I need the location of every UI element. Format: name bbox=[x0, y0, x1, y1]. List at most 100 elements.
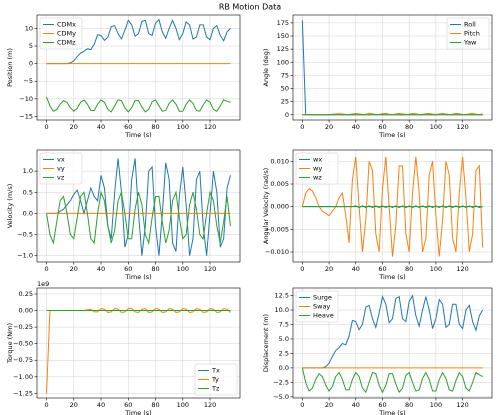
x-tick-label: 40 bbox=[352, 265, 360, 273]
y-tick-label: 0.000 bbox=[270, 203, 289, 211]
axes-frame bbox=[36, 149, 241, 263]
y-offset-label: 1e9 bbox=[37, 280, 49, 288]
legend-label: wy bbox=[313, 165, 322, 173]
x-tick-label: 100 bbox=[430, 401, 442, 409]
legend-box bbox=[194, 363, 238, 396]
x-tick-label: 60 bbox=[124, 265, 132, 273]
axes-frame bbox=[36, 287, 241, 399]
x-tick-label: 0 bbox=[300, 265, 304, 273]
axes-frame bbox=[36, 14, 241, 121]
x-tick-label: 20 bbox=[325, 401, 333, 409]
y-tick-label: 5 bbox=[29, 42, 33, 50]
legend-label: Ty bbox=[211, 376, 219, 384]
legend-label: CDMy bbox=[57, 30, 76, 38]
y-axis-label: Velocity (m/s) bbox=[6, 184, 14, 229]
y-tick-label: −0.010 bbox=[265, 248, 289, 256]
legend-label: Sway bbox=[313, 303, 330, 311]
legend-box bbox=[295, 290, 339, 323]
x-tick-label: 0 bbox=[300, 401, 304, 409]
y-tick-label: 5.0 bbox=[279, 335, 289, 343]
x-tick-label: 0 bbox=[44, 401, 48, 409]
y-tick-label: 0.0 bbox=[279, 364, 289, 372]
y-tick-label: 150 bbox=[277, 32, 289, 40]
y-axis-label: Angular Velocity (rad/s) bbox=[262, 168, 270, 244]
x-tick-label: 20 bbox=[70, 401, 78, 409]
series-line bbox=[46, 18, 231, 65]
axes-frame bbox=[292, 287, 493, 399]
y-tick-label: −5.0 bbox=[273, 393, 289, 401]
legend-label: Roll bbox=[464, 21, 476, 29]
y-tick-label: 0.25 bbox=[19, 290, 33, 298]
x-tick-label: 20 bbox=[325, 123, 333, 131]
x-tick-label: 20 bbox=[325, 265, 333, 273]
x-tick-label: 120 bbox=[456, 265, 468, 273]
y-tick-label: 2.5 bbox=[279, 349, 289, 357]
x-tick-label: 80 bbox=[151, 401, 159, 409]
x-tick-label: 120 bbox=[204, 401, 216, 409]
x-tick-label: 40 bbox=[97, 123, 105, 131]
series-line bbox=[46, 190, 231, 245]
legend-label: wx bbox=[313, 156, 322, 164]
y-axis-label: Displacement (m) bbox=[262, 314, 270, 372]
y-tick-label: 50 bbox=[281, 85, 289, 93]
x-tick-label: 100 bbox=[177, 401, 189, 409]
y-tick-label: −1.25 bbox=[13, 389, 33, 397]
figure-title: RB Motion Data bbox=[219, 3, 281, 12]
y-tick-label: −0.005 bbox=[265, 225, 289, 233]
x-tick-label: 80 bbox=[151, 265, 159, 273]
y-tick-label: 10.0 bbox=[275, 306, 289, 314]
legend-box bbox=[39, 17, 83, 50]
x-tick-label: 120 bbox=[204, 265, 216, 273]
x-axis-label: Time (s) bbox=[378, 131, 405, 139]
y-tick-label: −1.0 bbox=[17, 252, 33, 260]
series-line bbox=[301, 156, 484, 257]
x-tick-label: 60 bbox=[378, 123, 386, 131]
x-tick-label: 60 bbox=[378, 401, 386, 409]
y-tick-label: 0 bbox=[285, 111, 289, 119]
legend-label: Yaw bbox=[463, 39, 477, 47]
legend-label: CDMz bbox=[57, 39, 76, 47]
x-axis-label: Time (s) bbox=[124, 409, 151, 415]
legend-label: Heave bbox=[313, 312, 334, 320]
x-tick-label: 100 bbox=[430, 123, 442, 131]
x-tick-label: 20 bbox=[70, 123, 78, 131]
series-line bbox=[46, 96, 231, 113]
y-tick-label: 25 bbox=[281, 98, 289, 106]
y-tick-label: −10 bbox=[19, 95, 33, 103]
legend-label: Pitch bbox=[464, 30, 480, 38]
y-tick-label: 75 bbox=[281, 71, 289, 79]
x-tick-label: 80 bbox=[405, 265, 413, 273]
y-tick-label: 0.0 bbox=[23, 209, 33, 217]
y-axis-label: Position (m) bbox=[6, 48, 14, 87]
legend-box bbox=[446, 17, 490, 50]
axes-frame bbox=[292, 14, 493, 121]
y-tick-label: 7.5 bbox=[279, 320, 289, 328]
legend-label: vx bbox=[57, 156, 65, 164]
y-axis-label: Torque (Nm) bbox=[6, 323, 14, 364]
x-tick-label: 40 bbox=[97, 401, 105, 409]
y-tick-label: 125 bbox=[277, 45, 289, 53]
legend-box bbox=[39, 152, 83, 185]
x-tick-label: 0 bbox=[300, 123, 304, 131]
x-tick-label: 60 bbox=[378, 265, 386, 273]
y-tick-label: 100 bbox=[277, 58, 289, 66]
x-axis-label: Time (s) bbox=[378, 273, 405, 281]
y-tick-label: 10 bbox=[25, 24, 33, 32]
x-tick-label: 120 bbox=[456, 401, 468, 409]
x-tick-label: 40 bbox=[97, 265, 105, 273]
x-tick-label: 0 bbox=[44, 123, 48, 131]
y-tick-label: 0.5 bbox=[23, 188, 33, 196]
legend-label: Tx bbox=[211, 367, 220, 375]
legend-label: vz bbox=[57, 174, 65, 182]
x-tick-label: 80 bbox=[405, 123, 413, 131]
y-tick-label: −15 bbox=[19, 112, 33, 120]
y-tick-label: 12.5 bbox=[275, 292, 289, 300]
y-tick-label: −0.50 bbox=[13, 340, 33, 348]
x-axis-label: Time (s) bbox=[378, 409, 405, 415]
y-tick-label: −1.00 bbox=[13, 373, 33, 381]
x-tick-label: 120 bbox=[204, 123, 216, 131]
axes-frame bbox=[292, 149, 493, 263]
y-tick-label: −5 bbox=[23, 77, 33, 85]
